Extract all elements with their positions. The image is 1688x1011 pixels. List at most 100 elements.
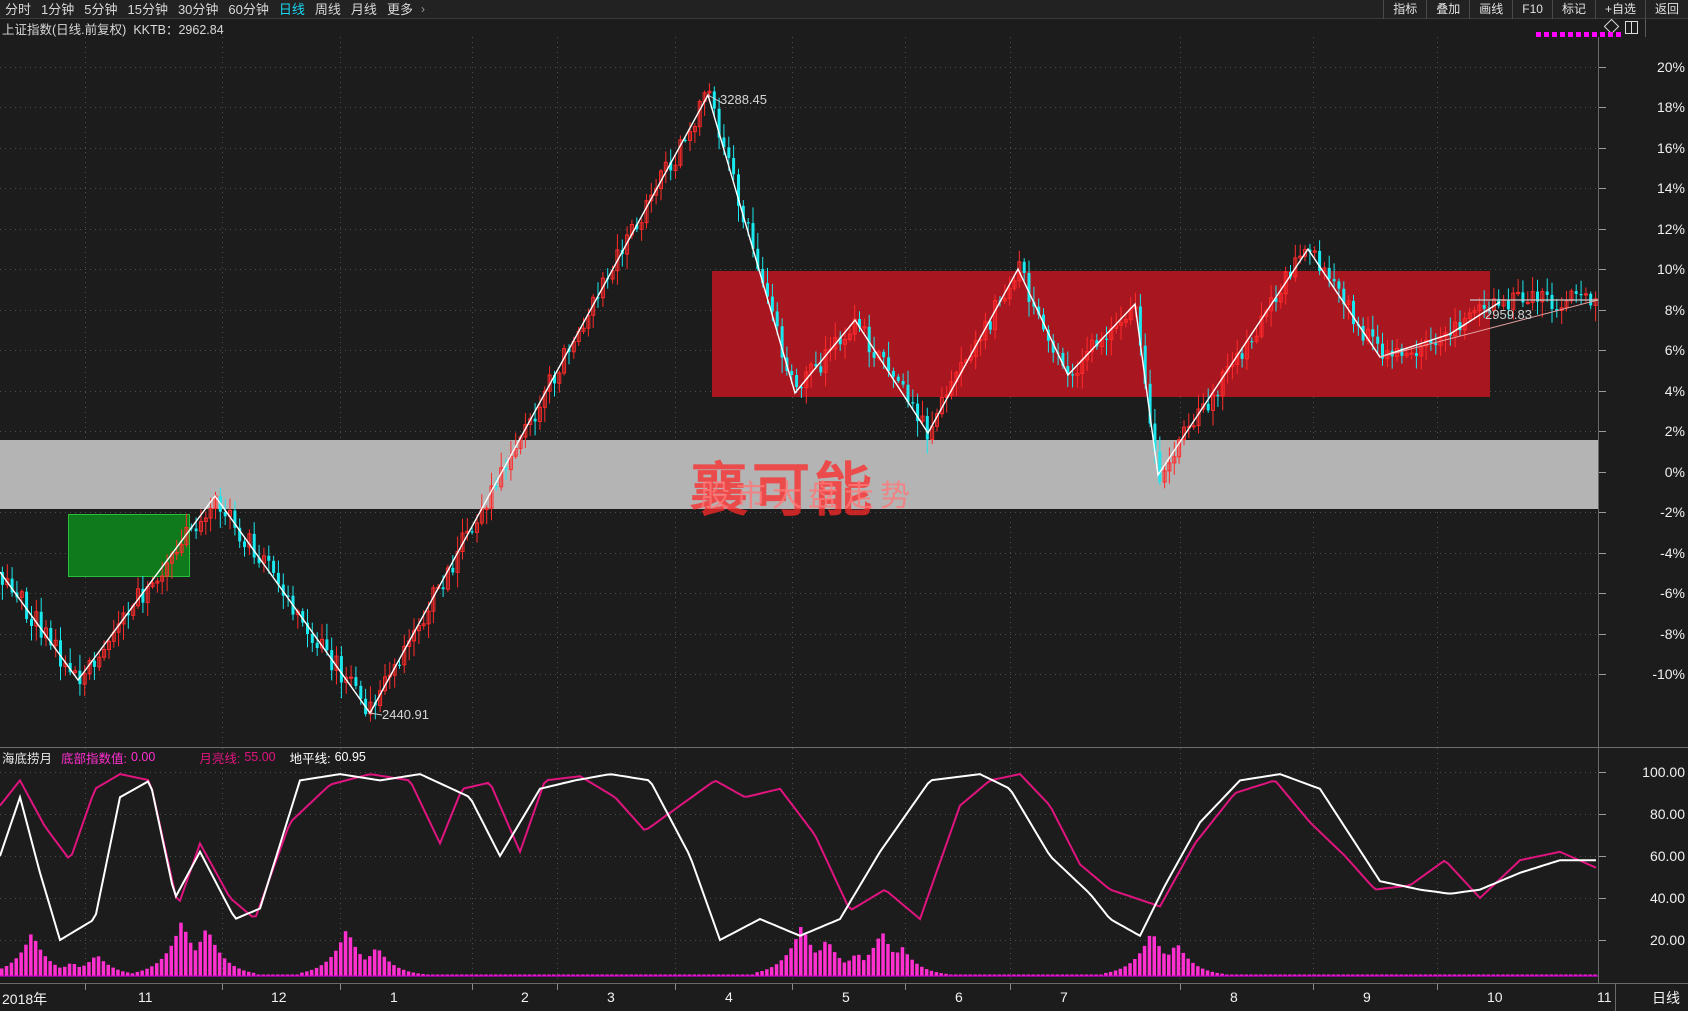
indicator-value-3: 60.95 — [334, 750, 366, 764]
gridline-v — [675, 748, 676, 983]
x-axis-label: 4 — [725, 989, 733, 1005]
gridline-v — [1010, 748, 1011, 983]
gridline-v — [340, 37, 341, 747]
gridline-v — [472, 748, 473, 983]
indicator-series — [0, 773, 1598, 977]
indicator-key-3: 地平线: — [289, 751, 331, 766]
time-axis: 2018年 11 12 1 2 3 4 5 6 7 8 9 10 11 日线 — [0, 983, 1688, 1011]
label-swing-high: 3288.45 — [720, 92, 767, 107]
gridline-h — [0, 512, 1598, 513]
gridline-h — [0, 856, 1598, 857]
magenta-dotted-marker — [1536, 32, 1624, 39]
top-toolbar: 分时 1分钟 5分钟 15分钟 30分钟 60分钟 日线 周线 月线 更多 › … — [0, 0, 1688, 19]
gridline-h — [0, 772, 1598, 773]
gridline-h — [0, 593, 1598, 594]
tab-15min[interactable]: 15分钟 — [127, 1, 168, 17]
gridline-v — [905, 748, 906, 983]
gridline-v — [472, 37, 473, 747]
gridline-h — [0, 553, 1598, 554]
toolbar-divider — [1645, 19, 1646, 37]
button-huaxian[interactable]: 画线 — [1469, 0, 1512, 19]
x-axis-label: 9 — [1363, 989, 1371, 1005]
axis-label-pct: -10% — [1652, 666, 1685, 682]
indicator-pane[interactable]: 海底捞月 底部指数值: 0.00 月亮线: 55.00 地平线: 60.95 — [0, 747, 1598, 983]
pivot-zone-rect[interactable] — [0, 440, 1598, 509]
axis-label-pct: 4% — [1664, 383, 1685, 399]
indicator-title: 海底捞月 — [2, 751, 53, 766]
button-zhibiao[interactable]: 指标 — [1383, 0, 1426, 19]
x-axis-label: 10 — [1487, 989, 1503, 1005]
candlestick-series — [0, 83, 1598, 722]
gridline-h — [0, 188, 1598, 189]
button-back[interactable]: 返回 — [1644, 0, 1688, 19]
x-axis-label: 6 — [955, 989, 963, 1005]
ind-axis-label: 20.00 — [1649, 932, 1685, 948]
ind-axis-label: 100.00 — [1642, 764, 1685, 780]
indicator-header: 海底捞月 底部指数值: 0.00 月亮线: 55.00 地平线: 60.95 — [0, 748, 366, 766]
button-biaoji[interactable]: 标记 — [1551, 0, 1595, 19]
tab-more[interactable]: 更多 — [386, 1, 413, 17]
price-axis-right: 20% 18% 16% 14% 12% 10% 8% 6% 4% 2% 0% -… — [1598, 37, 1688, 747]
x-axis-label: 8 — [1230, 989, 1238, 1005]
gridline-h — [0, 431, 1598, 432]
indicator-value-2: 55.00 — [244, 750, 276, 764]
gridline-h — [0, 148, 1598, 149]
tab-weekly[interactable]: 周线 — [314, 1, 341, 17]
x-axis-label: 2 — [521, 989, 529, 1005]
gridline-h — [0, 229, 1598, 230]
ind-axis-label: 60.00 — [1649, 848, 1685, 864]
gridline-h — [0, 674, 1598, 675]
x-axis-label: 12 — [271, 989, 287, 1005]
axis-label-pct: 14% — [1656, 180, 1685, 196]
axis-label-pct: 12% — [1656, 221, 1685, 237]
axis-label-pct: 20% — [1656, 59, 1685, 75]
gridline-h — [0, 67, 1598, 68]
ind-axis-label: 40.00 — [1649, 890, 1685, 906]
gridline-v — [1313, 748, 1314, 983]
axis-label-pct: 10% — [1656, 261, 1685, 277]
x-axis-label: 7 — [1060, 989, 1068, 1005]
axis-label-pct: -8% — [1660, 626, 1685, 642]
button-diejia[interactable]: 叠加 — [1426, 0, 1469, 19]
x-axis-label: 11 — [138, 989, 153, 1005]
gridline-v — [222, 37, 223, 747]
tab-fenshi[interactable]: 分时 — [5, 1, 32, 17]
axis-label-pct: 2% — [1664, 423, 1685, 439]
button-add-favorite[interactable]: +自选 — [1594, 0, 1645, 19]
label-swing-low: 2440.91 — [382, 707, 429, 722]
tab-5min[interactable]: 5分钟 — [84, 1, 118, 17]
tab-30min[interactable]: 30分钟 — [177, 1, 219, 17]
tab-daily[interactable]: 日线 — [278, 1, 305, 17]
tab-60min[interactable]: 60分钟 — [228, 1, 269, 17]
x-axis-label: 11 — [1597, 989, 1612, 1005]
x-axis-period-label: 日线 — [1652, 990, 1680, 1006]
axis-label-pct: 18% — [1656, 99, 1685, 115]
toolbar-actions: 指标 叠加 画线 F10 标记 +自选 返回 — [1383, 0, 1688, 19]
gridline-v — [557, 748, 558, 983]
tab-monthly[interactable]: 月线 — [350, 1, 377, 17]
indicator-key-1: 底部指数值: — [61, 751, 127, 766]
axis-label-pct: -2% — [1660, 504, 1685, 520]
button-f10[interactable]: F10 — [1512, 0, 1552, 19]
gridline-v — [792, 748, 793, 983]
gridline-v — [675, 37, 676, 747]
axis-label-pct: 0% — [1664, 464, 1685, 480]
gridline-v — [557, 37, 558, 747]
x-axis-label: 3 — [607, 989, 615, 1005]
indicator-key-2: 月亮线: — [199, 751, 241, 766]
price-chart-pane[interactable]: 襄可能 股市大盘走势 3288.45 2440.91 2959.83 — [0, 37, 1598, 747]
gridline-h — [0, 269, 1598, 270]
chevron-right-icon[interactable]: › — [420, 2, 425, 16]
tab-1min[interactable]: 1分钟 — [41, 1, 75, 17]
quote-line: 上证指数(日线.前复权) KKTB：2962.84 — [0, 19, 1688, 37]
gridline-v — [85, 37, 86, 747]
axis-label-pct: -6% — [1660, 585, 1685, 601]
gridline-h — [0, 634, 1598, 635]
indicator-value-1: 0.00 — [131, 750, 156, 764]
book-icon[interactable] — [1625, 21, 1638, 34]
resistance-zone-rect[interactable] — [712, 271, 1490, 397]
x-axis-label: 5 — [842, 989, 850, 1005]
ind-axis-label: 80.00 — [1649, 806, 1685, 822]
support-zone-rect[interactable] — [68, 514, 190, 577]
